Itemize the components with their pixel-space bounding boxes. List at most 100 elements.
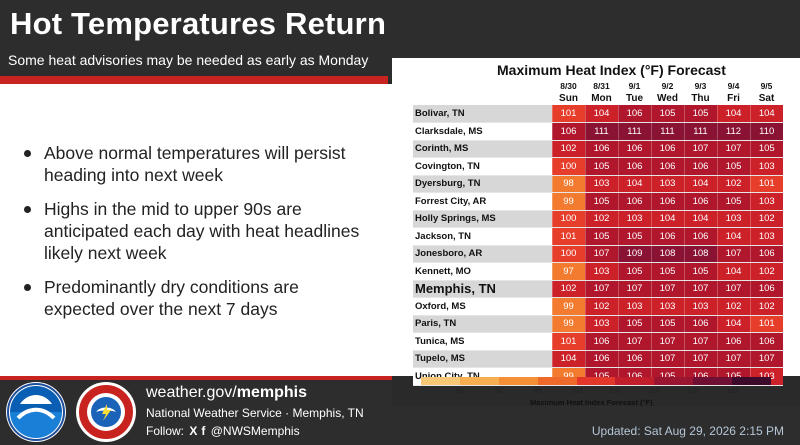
heat-index-cell: 106	[749, 245, 783, 263]
heat-index-cell: 104	[716, 227, 750, 246]
table-row: Dyersburg, TN 98 103 104 103 104 102 101	[413, 175, 783, 193]
table-row: Clarksdale, MS 106 111 111 111 111 112 110	[413, 122, 783, 141]
heat-index-cell: 107	[683, 140, 717, 158]
date-header: 8/30	[560, 81, 577, 91]
heat-index-cell: 104	[551, 350, 585, 368]
heat-index-table: 8/30 8/31 9/1 9/2 9/3 9/4 9/5 Sun Mon Tu…	[413, 80, 783, 386]
heat-index-cell: 102	[716, 297, 750, 316]
heat-index-cell: 105	[650, 262, 684, 281]
heat-index-cell: 106	[650, 157, 684, 176]
city-name: Tunica, MS	[413, 332, 552, 351]
heat-index-cell: 105	[650, 315, 684, 333]
heat-index-cell: 106	[650, 227, 684, 246]
heat-index-cell: 106	[650, 192, 684, 211]
table-row: Jonesboro, AR 100 107 109 108 108 107 106	[413, 245, 783, 263]
accent-bar-bottom	[0, 376, 392, 380]
legend-swatch	[615, 377, 655, 385]
heat-index-cell: 101	[749, 315, 783, 333]
heat-index-cell: 106	[650, 140, 684, 158]
date-header-row: 8/30 8/31 9/1 9/2 9/3 9/4 9/5	[413, 80, 783, 92]
city-name: Forrest City, AR	[413, 192, 552, 211]
heat-index-cell: 99	[551, 315, 585, 333]
footer-bar-right	[392, 406, 800, 445]
heat-index-cell: 106	[584, 332, 618, 351]
heat-index-cell: 107	[584, 280, 618, 298]
legend-tick-label: 90	[494, 388, 503, 395]
social-handle[interactable]: @NWSMemphis	[210, 424, 300, 438]
table-body: Bolivar, TN 101 104 106 105 105 104 104 Clarksda…	[413, 105, 783, 386]
heat-index-cell: 104	[716, 262, 750, 281]
legend-title: Maximum Heat Index Forecast (°F)	[530, 398, 653, 407]
heat-index-cell: 111	[650, 122, 684, 141]
table-row: Tupelo, MS 104 106 106 107 107 107 107	[413, 350, 783, 368]
table-row: Holly Springs, MS 100 102 103 104 104 103 102	[413, 210, 783, 228]
heat-index-cell: 103	[584, 315, 618, 333]
day-header-row: Sun Mon Tue Wed Thu Fri Sat	[413, 92, 783, 105]
heat-index-cell: 105	[584, 192, 618, 211]
heat-index-cell: 100	[551, 157, 585, 176]
bullet-item: Highs in the mid to upper 90s are antici…	[24, 198, 374, 264]
heat-index-cell: 104	[650, 210, 684, 228]
day-header: Tue	[625, 92, 644, 104]
heat-index-cell: 104	[683, 210, 717, 228]
legend-swatch	[421, 377, 460, 385]
city-name: Oxford, MS	[413, 297, 552, 316]
heat-index-table-panel: Maximum Heat Index (°F) Forecast 8/30 8/…	[392, 58, 800, 386]
bullet-dot-icon	[24, 284, 31, 291]
heat-index-cell: 103	[716, 210, 750, 228]
x-twitter-icon[interactable]: X	[189, 424, 198, 438]
page-title: Hot Temperatures Return	[10, 6, 387, 41]
heat-index-cell: 104	[716, 315, 750, 333]
heat-index-cell: 103	[749, 227, 783, 246]
city-name: Corinth, MS	[413, 140, 552, 158]
table-row: Jackson, TN 101 105 105 106 106 104 103	[413, 227, 783, 246]
heat-index-cell: 102	[551, 280, 585, 298]
legend-tick-label: 100	[570, 388, 583, 395]
heat-index-cell: 103	[650, 175, 684, 193]
legend-tick-label: 115	[687, 388, 699, 395]
date-header: 9/2	[661, 81, 674, 91]
legend-swatch	[693, 377, 733, 385]
heat-index-cell: 105	[683, 262, 717, 281]
heat-index-cell: 106	[584, 350, 618, 368]
city-name: Paris, TN	[413, 315, 552, 333]
heat-index-cell: 106	[617, 157, 651, 176]
heat-index-cell: 104	[584, 105, 618, 123]
heat-index-cell: 105	[716, 157, 750, 176]
facebook-icon[interactable]: f	[201, 424, 206, 438]
heat-index-cell: 101	[551, 227, 585, 246]
heat-index-cell: 107	[617, 332, 651, 351]
heat-index-cell: 107	[650, 280, 684, 298]
legend-swatch	[537, 377, 577, 385]
bullet-dot-icon	[24, 206, 31, 213]
legend-tick-label: 110	[648, 388, 660, 395]
table-row: Bolivar, TN 101 104 106 105 105 104 104	[413, 105, 783, 123]
organization-name: National Weather Service · Memphis, TN	[146, 406, 364, 420]
table-row: Kennett, MO 97 103 105 105 105 104 102	[413, 262, 783, 281]
legend-tick-label: 105	[609, 388, 622, 395]
heat-index-cell: 107	[716, 280, 750, 298]
website-link[interactable]: weather.gov/memphis	[146, 384, 307, 401]
heat-index-cell: 107	[749, 350, 783, 368]
heat-index-cell: 102	[716, 175, 750, 193]
heat-index-cell: 101	[551, 105, 585, 123]
city-name: Tupelo, MS	[413, 350, 552, 368]
heat-index-cell: 102	[749, 297, 783, 316]
heat-index-cell: 109	[617, 245, 651, 263]
bullet-list: Above normal temperatures will persist h…	[24, 142, 374, 332]
date-header: 9/1	[628, 81, 641, 91]
heat-index-cell: 102	[749, 210, 783, 228]
heat-index-cell: 101	[749, 175, 783, 193]
heat-index-cell: 102	[551, 140, 585, 158]
heat-index-cell: 100	[551, 245, 585, 263]
heat-index-cell: 103	[749, 157, 783, 176]
day-header: Fri	[727, 92, 740, 104]
heat-index-cell: 105	[683, 105, 717, 123]
heat-index-cell: 106	[617, 140, 651, 158]
heat-index-cell: 107	[683, 350, 717, 368]
heat-index-cell: 103	[749, 192, 783, 211]
heat-index-cell: 105	[617, 227, 651, 246]
nws-logo-icon	[76, 382, 136, 442]
heat-index-cell: 111	[617, 122, 651, 141]
